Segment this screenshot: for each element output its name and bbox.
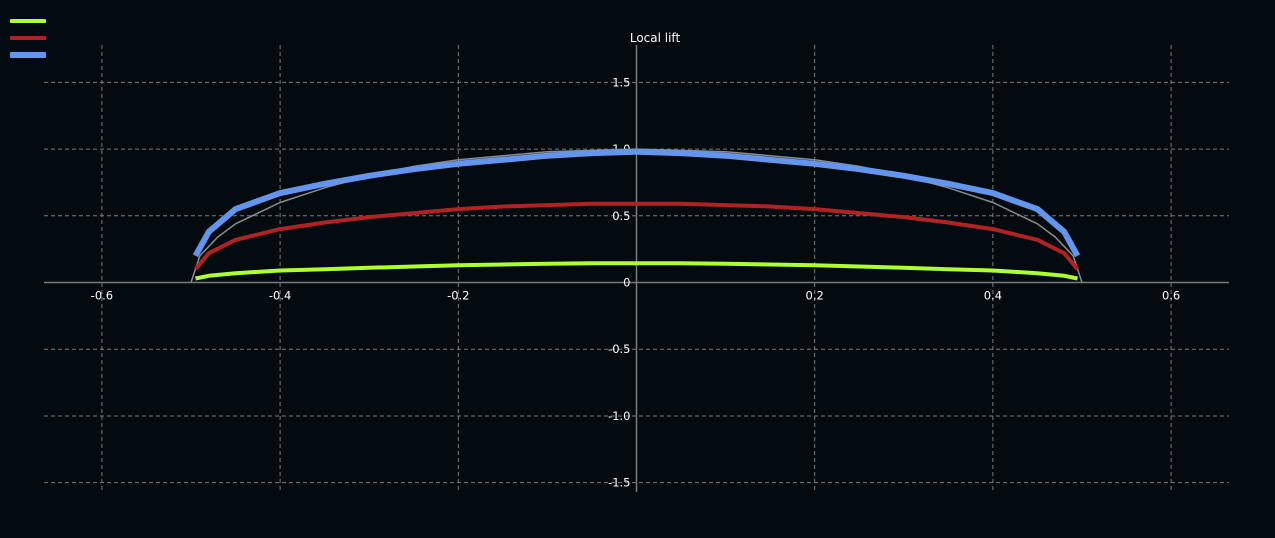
y-tick-label: 1.5 bbox=[612, 75, 630, 89]
x-tick-label: -0.6 bbox=[91, 289, 113, 303]
legend-item-1 bbox=[10, 12, 58, 29]
series-line-1 bbox=[195, 261, 1078, 281]
series-line-3 bbox=[192, 148, 1081, 258]
y-tick-label: -1.5 bbox=[608, 476, 630, 490]
chart-title: Local lift bbox=[630, 31, 681, 45]
y-tick-label: -1.0 bbox=[608, 409, 630, 423]
legend-item-3 bbox=[10, 46, 58, 63]
axes bbox=[44, 45, 1229, 492]
x-tick-label: 0.6 bbox=[1162, 289, 1180, 303]
y-tick-label: -0.5 bbox=[608, 342, 630, 356]
x-tick-label: -0.4 bbox=[269, 289, 291, 303]
legend bbox=[10, 12, 58, 63]
origin-label: 0 bbox=[623, 276, 630, 290]
tick-labels: -0.6 -0.4 -0.2 0.2 0.4 0.60-1.5-1.0-0.50.51.0… bbox=[91, 75, 1181, 489]
legend-swatch bbox=[10, 51, 46, 58]
grid-lines bbox=[44, 45, 1229, 492]
series-lines bbox=[192, 148, 1081, 281]
x-tick-label: 0.4 bbox=[984, 289, 1002, 303]
x-tick-label: -0.2 bbox=[447, 289, 469, 303]
series-line-2 bbox=[193, 201, 1080, 271]
y-tick-label: 0.5 bbox=[612, 209, 630, 223]
x-tick-label: 0.2 bbox=[806, 289, 824, 303]
legend-swatch bbox=[10, 18, 46, 23]
legend-item-2 bbox=[10, 29, 58, 46]
legend-swatch bbox=[10, 35, 46, 40]
